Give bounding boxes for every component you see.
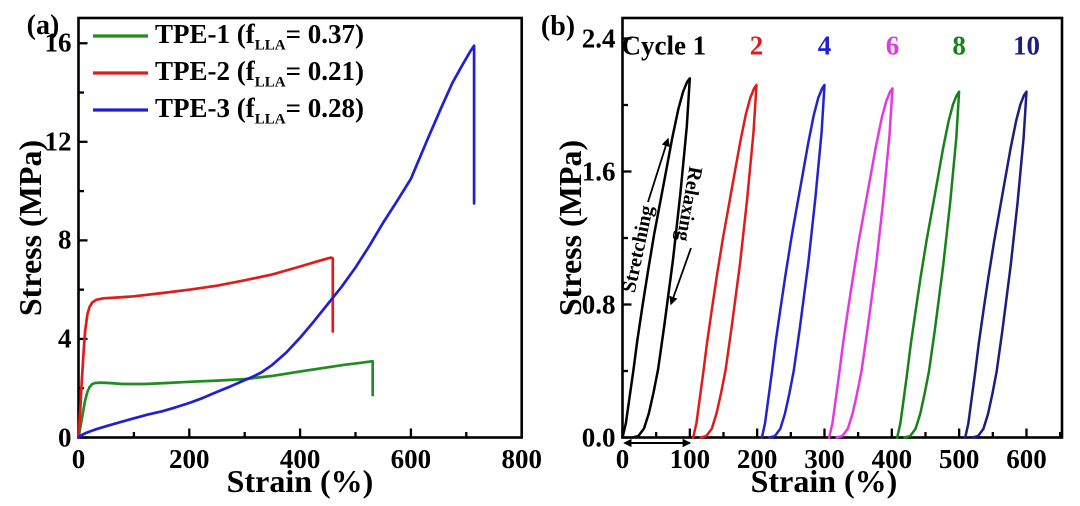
cycle-label-2: 2 <box>749 30 764 61</box>
panel-a-tag: (a) <box>26 10 60 41</box>
panel-b-x-tick-label: 500 <box>938 443 980 474</box>
curve-TPE-1 <box>77 360 375 439</box>
panel-b-x-tick-label: 300 <box>804 443 845 474</box>
panel-a-y-axis-title: Stress (MPa) <box>12 139 48 317</box>
cycle-curve-cycle-1 <box>621 77 692 439</box>
stretching-arrow <box>647 137 670 203</box>
panel-a-y-tick-label: 0 <box>58 422 72 452</box>
cycle-curve-8 <box>895 90 961 439</box>
panel-a-plot <box>77 16 524 439</box>
cycle-curve-6 <box>827 87 894 439</box>
panel-a-x-tick-label: 600 <box>390 443 432 474</box>
panel-a-x-axis-title: Strain (%) <box>226 463 374 499</box>
panel-b-x-tick-label: 600 <box>1006 443 1047 474</box>
panel-a-y-tick-label: 4 <box>58 323 72 354</box>
legend-label-TPE-1: TPE-1 (fLLA= 0.37) <box>155 19 364 54</box>
panel-a-x-tick-label: 800 <box>501 443 542 474</box>
panel-b-x-axis-title: Strain (%) <box>750 463 898 499</box>
cycle-curve-2 <box>691 83 758 439</box>
cycle-label-cycle-1: Cycle 1 <box>621 30 707 61</box>
panel-a-y-tick-label: 8 <box>58 224 72 255</box>
legend-label-TPE-3: TPE-3 (fLLA= 0.28) <box>155 93 364 128</box>
panel-a-y-tick-label: 12 <box>44 126 72 157</box>
cycle-label-8: 8 <box>952 30 966 61</box>
relaxing-arrow <box>669 247 692 306</box>
panel-b-y-tick-label: 1.6 <box>581 156 616 186</box>
panel-a-x-tick-label: 400 <box>279 443 321 474</box>
panel-a-x-tick-label: 200 <box>169 443 210 474</box>
cycle-label-10: 10 <box>1012 30 1040 61</box>
panel-b-y-tick-label: 0.0 <box>581 422 616 452</box>
curve-TPE-2 <box>77 256 335 439</box>
cycle-label-6: 6 <box>885 30 900 61</box>
panel-b-frame <box>621 16 1064 439</box>
panel-b-x-tick-label: 400 <box>871 443 913 474</box>
panel-b-x-tick-label: 0 <box>615 443 630 474</box>
panel-b-tag: (b) <box>540 11 576 42</box>
panel-b-x-tick-label: 100 <box>669 443 711 474</box>
cycle-curve-4 <box>760 83 826 439</box>
curve-TPE-3 <box>77 44 476 439</box>
cycle-label-4: 4 <box>817 30 832 61</box>
panel-b-x-tick-label: 200 <box>736 443 778 474</box>
panel-b-plot <box>621 16 1064 448</box>
cycle-curve-10 <box>963 90 1028 439</box>
panel-b-y-tick-label: 2.4 <box>581 23 616 53</box>
panel-b-y-tick-label: 0.8 <box>581 289 616 319</box>
panel-a-x-tick-label: 0 <box>71 443 86 474</box>
legend-label-TPE-2: TPE-2 (fLLA= 0.21) <box>155 56 364 91</box>
panel-a-y-tick-label: 16 <box>44 27 72 58</box>
